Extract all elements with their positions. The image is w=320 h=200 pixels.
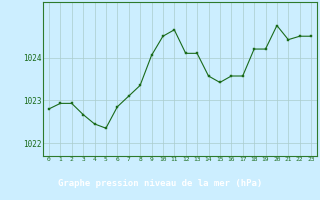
Text: Graphe pression niveau de la mer (hPa): Graphe pression niveau de la mer (hPa) bbox=[58, 179, 262, 188]
